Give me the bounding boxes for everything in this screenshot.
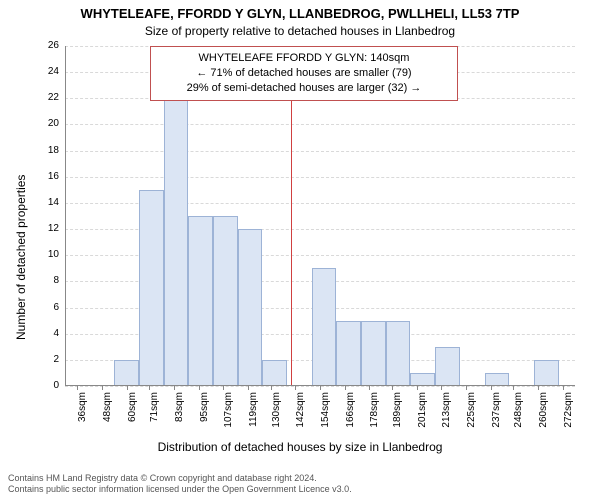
x-tick-mark — [563, 386, 564, 390]
x-tick-mark — [271, 386, 272, 390]
x-tick-label: 260sqm — [538, 392, 549, 442]
reference-infobox: WHYTELEAFE FFORDD Y GLYN: 140sqm ← 71% o… — [150, 46, 458, 101]
histogram-bar — [164, 98, 189, 386]
x-tick-label: 71sqm — [149, 392, 160, 442]
x-tick-mark — [491, 386, 492, 390]
x-tick-mark — [320, 386, 321, 390]
y-tick-label: 24 — [37, 66, 59, 77]
x-tick-label: 178sqm — [369, 392, 380, 442]
histogram-bar — [361, 321, 386, 386]
footer-line-2: Contains public sector information licen… — [8, 484, 352, 496]
histogram-bar — [262, 360, 287, 386]
x-tick-label: 95sqm — [199, 392, 210, 442]
x-tick-label: 154sqm — [320, 392, 331, 442]
x-tick-mark — [77, 386, 78, 390]
x-tick-mark — [345, 386, 346, 390]
x-tick-label: 36sqm — [77, 392, 88, 442]
infobox-line-3: 29% of semi-detached houses are larger (… — [159, 81, 449, 96]
x-tick-mark — [149, 386, 150, 390]
x-tick-label: 119sqm — [248, 392, 259, 442]
chart-subtitle: Size of property relative to detached ho… — [0, 24, 600, 38]
x-tick-mark — [174, 386, 175, 390]
attribution-footer: Contains HM Land Registry data © Crown c… — [8, 473, 352, 496]
y-tick-label: 16 — [37, 171, 59, 182]
x-tick-label: 201sqm — [417, 392, 428, 442]
y-axis-label: Number of detached properties — [14, 175, 28, 340]
histogram-bar — [435, 347, 460, 386]
x-tick-mark — [127, 386, 128, 390]
histogram-bar — [213, 216, 238, 386]
x-axis-label: Distribution of detached houses by size … — [0, 440, 600, 454]
gridline — [65, 177, 575, 178]
x-tick-label: 60sqm — [127, 392, 138, 442]
histogram-bar — [139, 190, 164, 386]
x-tick-mark — [466, 386, 467, 390]
histogram-bar — [188, 216, 213, 386]
x-tick-label: 107sqm — [223, 392, 234, 442]
x-tick-label: 237sqm — [491, 392, 502, 442]
x-tick-label: 225sqm — [466, 392, 477, 442]
y-tick-label: 8 — [37, 275, 59, 286]
y-tick-label: 2 — [37, 354, 59, 365]
chart-title: WHYTELEAFE, FFORDD Y GLYN, LLANBEDROG, P… — [0, 6, 600, 21]
x-tick-mark — [392, 386, 393, 390]
y-tick-label: 14 — [37, 197, 59, 208]
chart-container: WHYTELEAFE, FFORDD Y GLYN, LLANBEDROG, P… — [0, 0, 600, 500]
y-tick-label: 6 — [37, 302, 59, 313]
x-tick-label: 189sqm — [392, 392, 403, 442]
histogram-bar — [312, 268, 337, 386]
histogram-bar — [238, 229, 263, 386]
infobox-line-1: WHYTELEAFE FFORDD Y GLYN: 140sqm — [159, 51, 449, 66]
y-tick-label: 20 — [37, 118, 59, 129]
y-tick-label: 18 — [37, 145, 59, 156]
footer-line-1: Contains HM Land Registry data © Crown c… — [8, 473, 352, 485]
x-tick-label: 130sqm — [271, 392, 282, 442]
x-tick-mark — [199, 386, 200, 390]
x-tick-label: 142sqm — [295, 392, 306, 442]
y-tick-label: 10 — [37, 249, 59, 260]
x-tick-label: 83sqm — [174, 392, 185, 442]
infobox-line-2: ← 71% of detached houses are smaller (79… — [159, 66, 449, 81]
x-tick-mark — [248, 386, 249, 390]
x-tick-mark — [223, 386, 224, 390]
y-tick-label: 12 — [37, 223, 59, 234]
x-tick-mark — [102, 386, 103, 390]
gridline — [65, 151, 575, 152]
x-tick-mark — [369, 386, 370, 390]
y-tick-label: 0 — [37, 380, 59, 391]
x-tick-label: 166sqm — [345, 392, 356, 442]
x-tick-mark — [295, 386, 296, 390]
x-tick-mark — [417, 386, 418, 390]
y-tick-label: 26 — [37, 40, 59, 51]
x-tick-label: 213sqm — [441, 392, 452, 442]
x-tick-label: 48sqm — [102, 392, 113, 442]
gridline — [65, 124, 575, 125]
y-axis-line — [65, 46, 66, 386]
x-tick-mark — [441, 386, 442, 390]
histogram-bar — [386, 321, 411, 386]
y-tick-label: 22 — [37, 92, 59, 103]
histogram-bar — [534, 360, 559, 386]
x-tick-mark — [538, 386, 539, 390]
x-tick-mark — [513, 386, 514, 390]
x-tick-label: 248sqm — [513, 392, 524, 442]
histogram-bar — [336, 321, 361, 386]
x-tick-label: 272sqm — [563, 392, 574, 442]
histogram-bar — [114, 360, 139, 386]
y-tick-label: 4 — [37, 328, 59, 339]
